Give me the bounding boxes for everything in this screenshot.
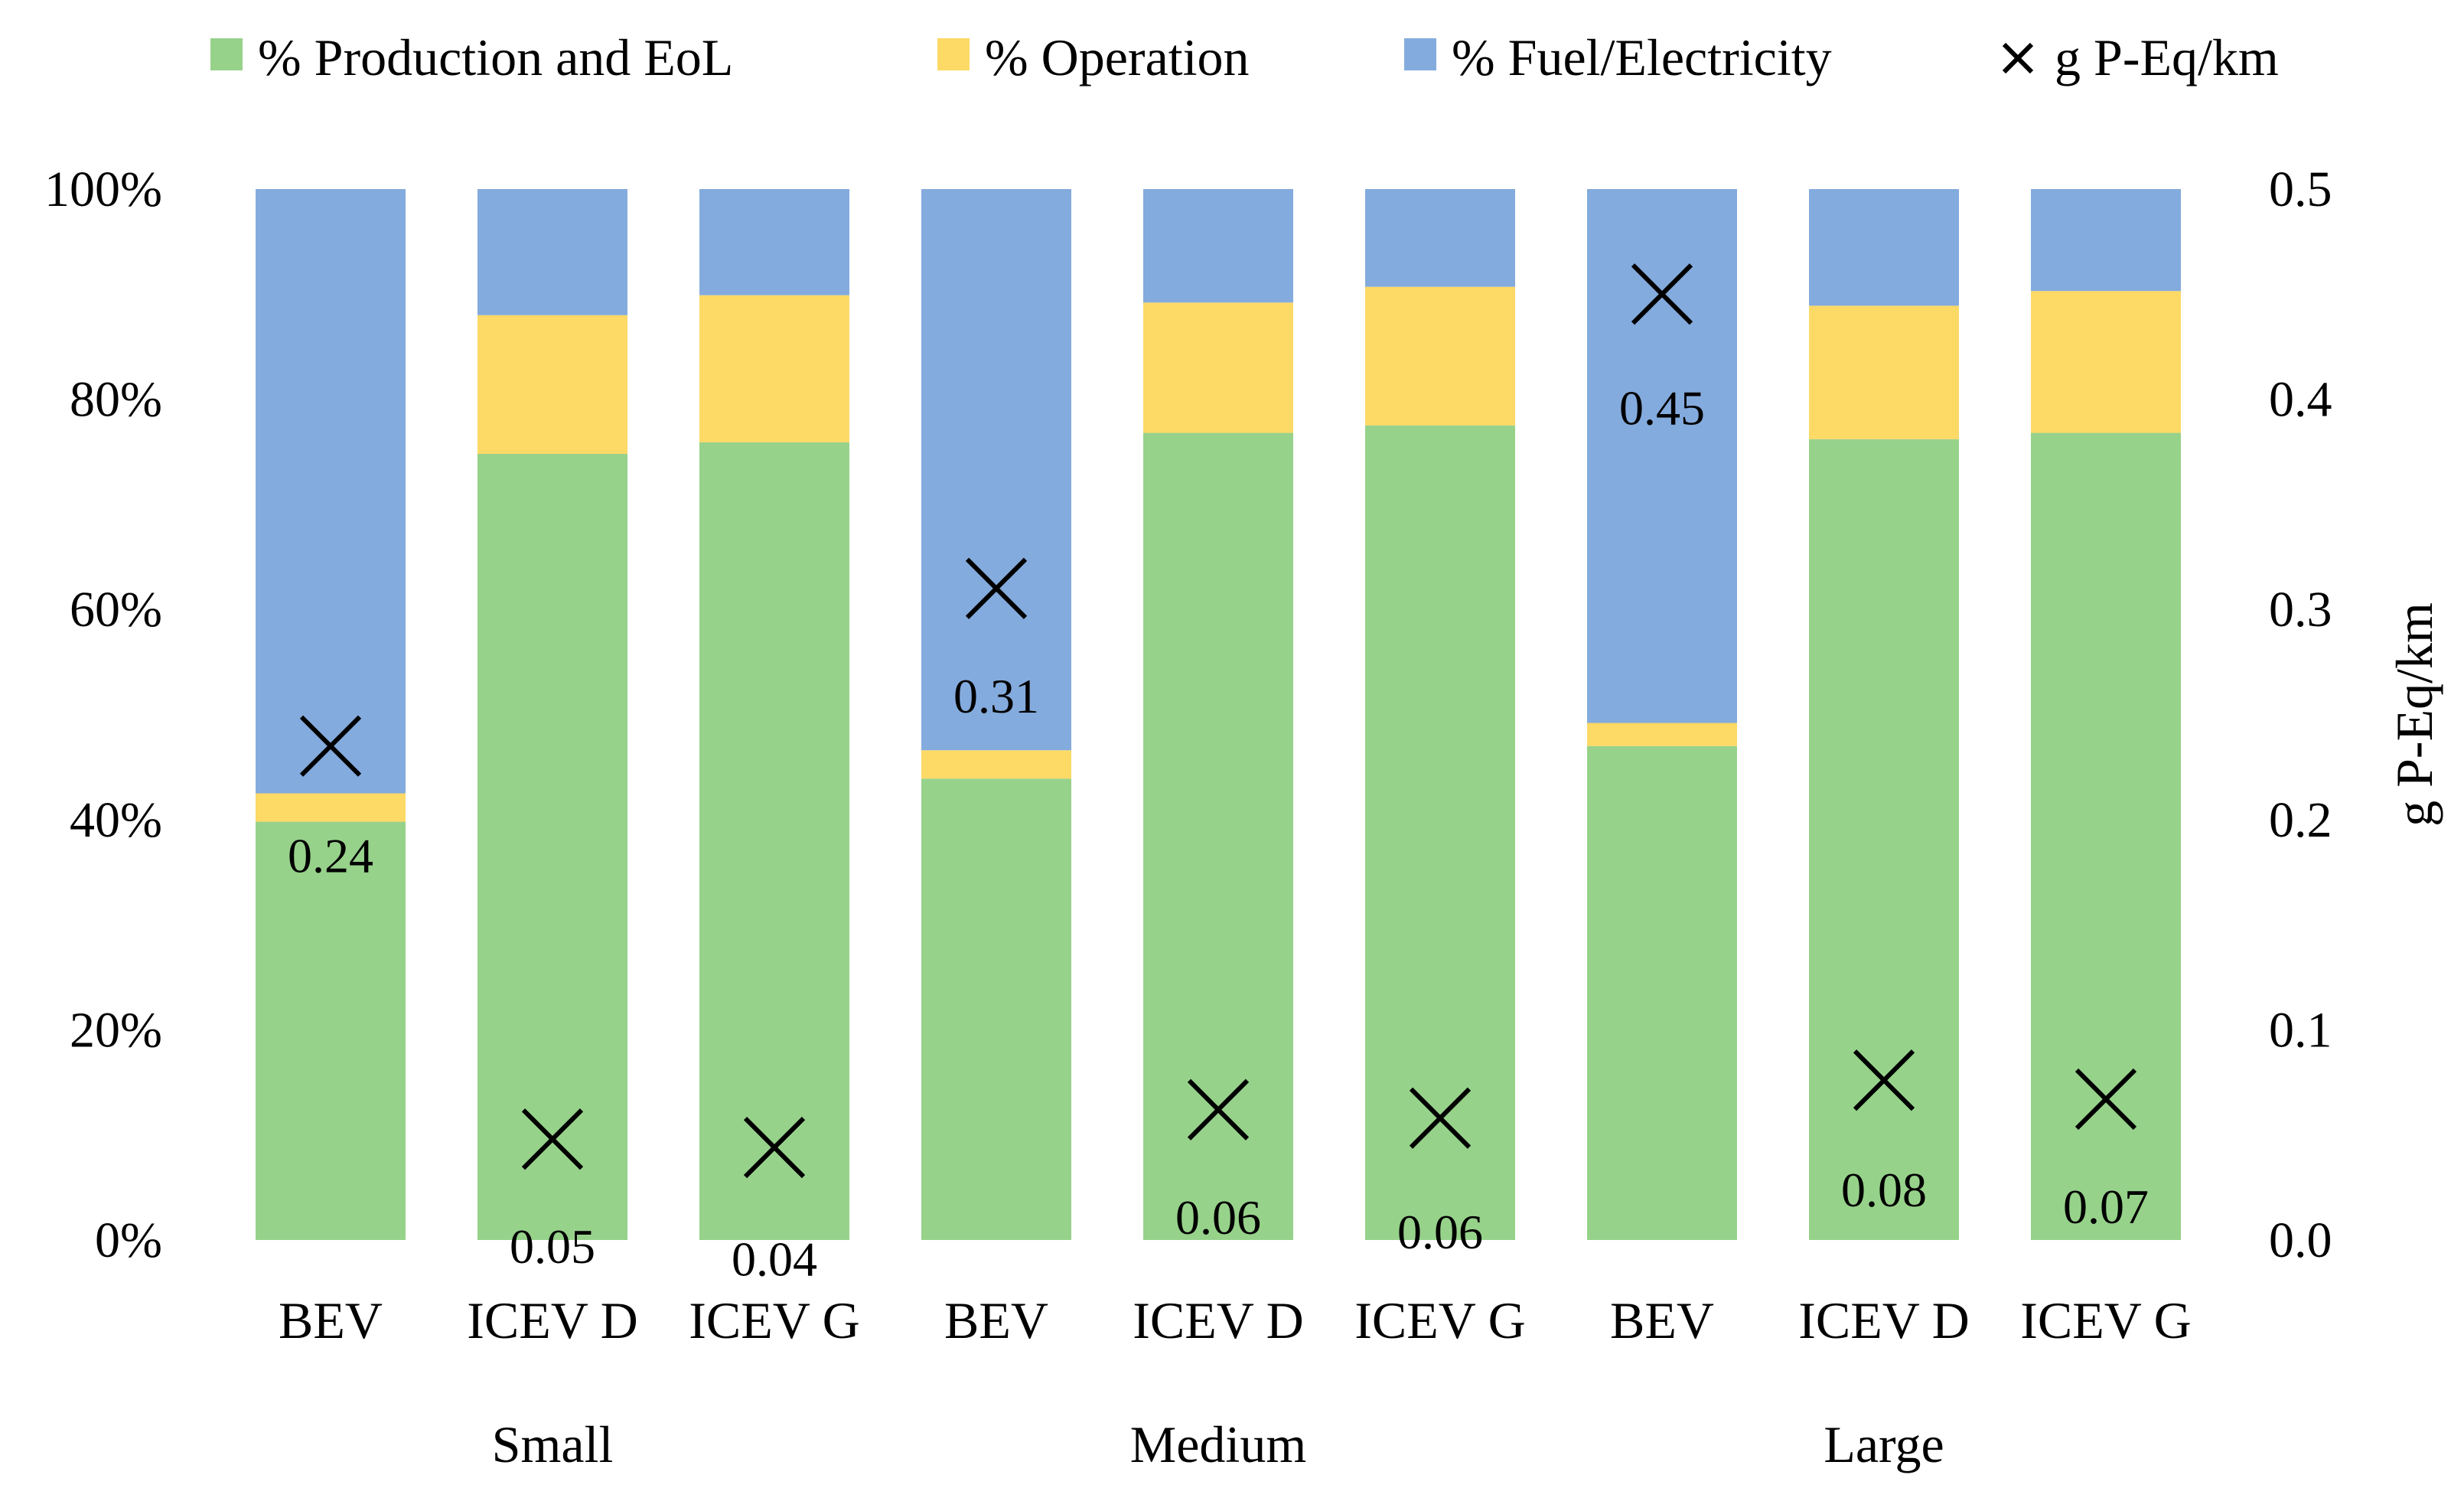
bar-segment-2-7 [1587, 723, 1737, 746]
bar-segment-3-4 [921, 189, 1071, 751]
right-axis: 0.0 0.1 0.2 0.3 0.4 0.5 [2269, 162, 2332, 1268]
legend: % Production and EoL % Operation % Fuel/El… [210, 28, 2279, 86]
category-label: BEV [944, 1291, 1048, 1349]
bar-segment-2-5 [1143, 302, 1293, 433]
x-marker [743, 1117, 806, 1179]
legend-label-2: % Operation [985, 28, 1250, 86]
right-tick-label: 0.1 [2269, 1002, 2332, 1058]
right-axis-title: g P-Eq/km [2385, 602, 2443, 827]
left-tick-label: 100% [44, 162, 162, 217]
bar-segment-1-4 [921, 778, 1071, 1240]
bar-segment-2-2 [477, 315, 627, 454]
bar-segment-1-2 [477, 453, 627, 1240]
x-marker [299, 715, 362, 777]
x-marker [1187, 1078, 1250, 1140]
left-axis: 0% 20% 40% 60% 80% 100% [44, 162, 162, 1268]
x-marker-stroke [299, 715, 362, 777]
x-marker [1853, 1049, 1915, 1111]
bar-segment-2-6 [1365, 286, 1515, 426]
bar-segment-2-8 [1809, 305, 1959, 439]
stacked-bars [256, 189, 2181, 1241]
bar-segment-2-4 [921, 750, 1071, 779]
data-label: 0.06 [1397, 1205, 1483, 1259]
left-tick-label: 20% [70, 1002, 162, 1058]
category-label: ICEV D [1798, 1291, 1970, 1349]
bar-segment-3-5 [1143, 189, 1293, 303]
group-label: Medium [1130, 1415, 1306, 1473]
category-label: BEV [279, 1291, 383, 1349]
x-marker-stroke [1187, 1078, 1250, 1140]
bar-segment-3-1 [256, 189, 406, 794]
right-tick-label: 0.2 [2269, 792, 2332, 848]
bar-segment-3-8 [1809, 189, 1959, 306]
left-tick-label: 0% [95, 1212, 162, 1268]
bar-segment-3-7 [1587, 189, 1737, 723]
legend-swatch-2 [937, 38, 970, 70]
bar-segment-3-9 [2031, 189, 2181, 292]
left-tick-label: 40% [70, 792, 162, 848]
left-tick-label: 80% [70, 372, 162, 428]
bar-segment-1-5 [1143, 432, 1293, 1240]
bar-segment-1-8 [1809, 439, 1959, 1241]
bar-segment-2-9 [2031, 291, 2181, 433]
category-label: ICEV G [1354, 1291, 1526, 1349]
bar-segment-3-2 [477, 189, 627, 315]
legend-label-4: g P-Eq/km [2055, 28, 2279, 86]
bar-segment-2-3 [699, 295, 849, 442]
left-tick-label: 60% [70, 582, 162, 638]
x-marker [1631, 263, 1693, 325]
x-marker-stroke [743, 1117, 806, 1179]
x-marker [521, 1108, 584, 1170]
data-label: 0.07 [2063, 1180, 2149, 1234]
category-label: ICEV D [1133, 1291, 1304, 1349]
legend-swatch-1 [210, 38, 243, 70]
x-marker-stroke [965, 557, 1028, 619]
right-tick-label: 0.0 [2269, 1212, 2332, 1268]
x-marker-stroke [1409, 1087, 1472, 1149]
x-marker [1409, 1087, 1472, 1149]
data-label: 0.04 [732, 1232, 817, 1287]
category-labels: BEV ICEV D ICEV G BEV ICEV D ICEV G BEV ICEV D I… [279, 1291, 2192, 1349]
legend-label-1: % Production and EoL [258, 28, 733, 86]
data-label: 0.06 [1175, 1190, 1261, 1245]
x-marker-stroke [1631, 263, 1693, 325]
x-marker [965, 557, 1028, 619]
bar-segment-1-6 [1365, 425, 1515, 1240]
bar-segment-1-3 [699, 442, 849, 1240]
category-label: BEV [1610, 1291, 1714, 1349]
bar-segment-1-9 [2031, 432, 2181, 1240]
data-label: 0.24 [288, 828, 373, 883]
group-label: Small [492, 1415, 614, 1473]
bar-segment-1-7 [1587, 746, 1737, 1240]
legend-label-3: % Fuel/Electricity [1452, 28, 1832, 86]
x-marker-stroke [521, 1108, 584, 1170]
bar-segment-2-1 [256, 793, 406, 822]
x-marker-stroke [1853, 1049, 1915, 1111]
x-marker-stroke [2075, 1068, 2137, 1131]
bar-segment-3-3 [699, 189, 849, 295]
bar-segment-1-1 [256, 821, 406, 1240]
bar-segment-3-6 [1365, 189, 1515, 287]
x-marker [2075, 1068, 2137, 1131]
data-label: 0.05 [510, 1219, 595, 1274]
right-tick-label: 0.4 [2269, 372, 2332, 428]
right-tick-label: 0.3 [2269, 582, 2332, 638]
group-label: Large [1824, 1415, 1944, 1473]
legend-x-marker [2002, 42, 2034, 74]
category-label: ICEV G [689, 1291, 860, 1349]
category-label: ICEV D [467, 1291, 638, 1349]
p-eq-markers: 0.24 0.05 0.04 0.31 0.06 0.06 0.45 0.08 0.07 [288, 263, 2149, 1287]
category-label: ICEV G [2020, 1291, 2192, 1349]
right-tick-label: 0.5 [2269, 162, 2332, 217]
legend-swatch-3 [1404, 38, 1436, 70]
data-label: 0.08 [1841, 1163, 1927, 1217]
group-labels: Small Medium Large [492, 1415, 1944, 1473]
data-label: 0.31 [953, 669, 1039, 723]
data-label: 0.45 [1619, 381, 1705, 436]
